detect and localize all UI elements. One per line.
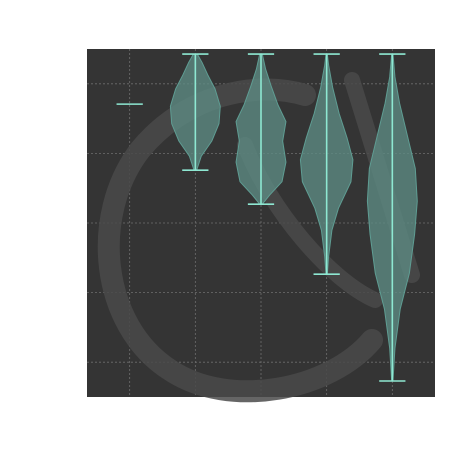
whiskers bbox=[116, 53, 406, 382]
